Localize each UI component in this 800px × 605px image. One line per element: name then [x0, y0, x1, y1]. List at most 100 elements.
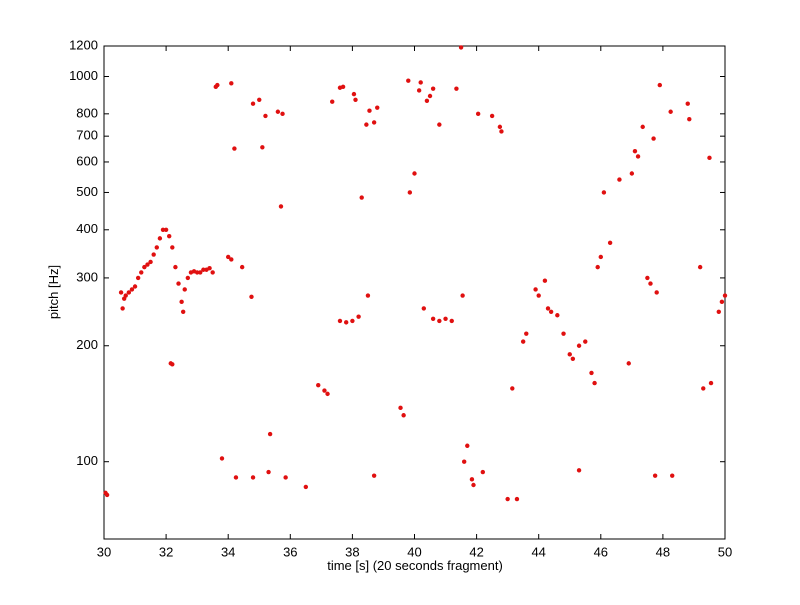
point [687, 116, 692, 122]
point [592, 380, 597, 386]
point [104, 492, 110, 498]
y-tick-label: 400 [76, 221, 98, 236]
point [629, 171, 635, 176]
point [229, 81, 234, 86]
point [708, 380, 714, 386]
point [626, 361, 631, 366]
point [607, 240, 613, 246]
y-tick-label: 100 [76, 453, 98, 468]
point [499, 129, 504, 134]
point [561, 331, 566, 336]
point [151, 252, 156, 257]
point [533, 287, 538, 292]
point [576, 343, 582, 348]
y-tick-label: 1200 [69, 37, 98, 52]
point [135, 275, 141, 281]
point [215, 82, 220, 88]
point [120, 306, 125, 311]
y-tick-label: 300 [76, 269, 98, 284]
point [454, 86, 459, 91]
point [145, 262, 150, 267]
x-tick-label: 50 [718, 544, 732, 559]
point [250, 101, 256, 106]
point [707, 155, 712, 161]
point [458, 45, 464, 50]
point [198, 270, 203, 275]
point [424, 98, 430, 103]
point [430, 316, 436, 321]
point [632, 148, 638, 154]
point [412, 171, 417, 176]
point [322, 388, 327, 393]
point [548, 309, 554, 314]
point [427, 93, 433, 99]
y-tick-label: 500 [76, 184, 98, 199]
point [567, 352, 572, 357]
point [407, 190, 413, 195]
point [267, 431, 273, 437]
y-tick-label: 700 [76, 128, 98, 143]
point [514, 496, 520, 502]
x-tick-label: 36 [283, 544, 297, 559]
point [351, 91, 357, 97]
point [668, 109, 673, 114]
point [520, 339, 526, 344]
point [330, 99, 335, 104]
point [465, 443, 470, 448]
point [595, 264, 600, 270]
point [635, 154, 641, 159]
point [367, 108, 372, 113]
point [524, 331, 529, 336]
point [139, 270, 144, 275]
point [651, 136, 656, 141]
point [542, 278, 548, 283]
point [173, 264, 178, 270]
point [343, 320, 349, 325]
point [157, 236, 163, 241]
point [257, 97, 262, 102]
point [475, 111, 481, 117]
point [406, 78, 411, 83]
point [359, 195, 364, 200]
y-tick-label: 1000 [69, 68, 98, 83]
point [160, 227, 166, 232]
point [364, 122, 369, 127]
point [449, 318, 454, 324]
point [176, 281, 181, 286]
x-tick-label: 34 [221, 544, 235, 559]
point [398, 405, 403, 411]
point [617, 177, 622, 182]
point [250, 475, 256, 480]
point [555, 313, 560, 318]
x-axis-label: time [s] (20 seconds fragment) [327, 558, 503, 573]
point [280, 111, 285, 117]
point [416, 88, 422, 93]
x-tick-label: 44 [531, 544, 545, 559]
point [239, 264, 245, 270]
point [283, 475, 288, 480]
point [275, 109, 281, 114]
point [226, 254, 231, 260]
point [167, 233, 172, 239]
point [278, 204, 284, 209]
point [353, 97, 358, 102]
point [460, 293, 465, 298]
point [126, 290, 132, 295]
point [232, 146, 237, 151]
point [356, 314, 361, 319]
point [337, 318, 343, 324]
point [510, 386, 515, 391]
point [670, 473, 675, 478]
point [365, 293, 371, 298]
point [583, 339, 588, 344]
point [570, 356, 576, 361]
point [219, 456, 225, 461]
point [148, 259, 153, 265]
point [657, 82, 662, 88]
point [371, 120, 377, 125]
point [266, 469, 271, 475]
point [263, 113, 268, 119]
point [185, 275, 191, 281]
plot-frame [103, 45, 726, 540]
point [170, 245, 175, 250]
